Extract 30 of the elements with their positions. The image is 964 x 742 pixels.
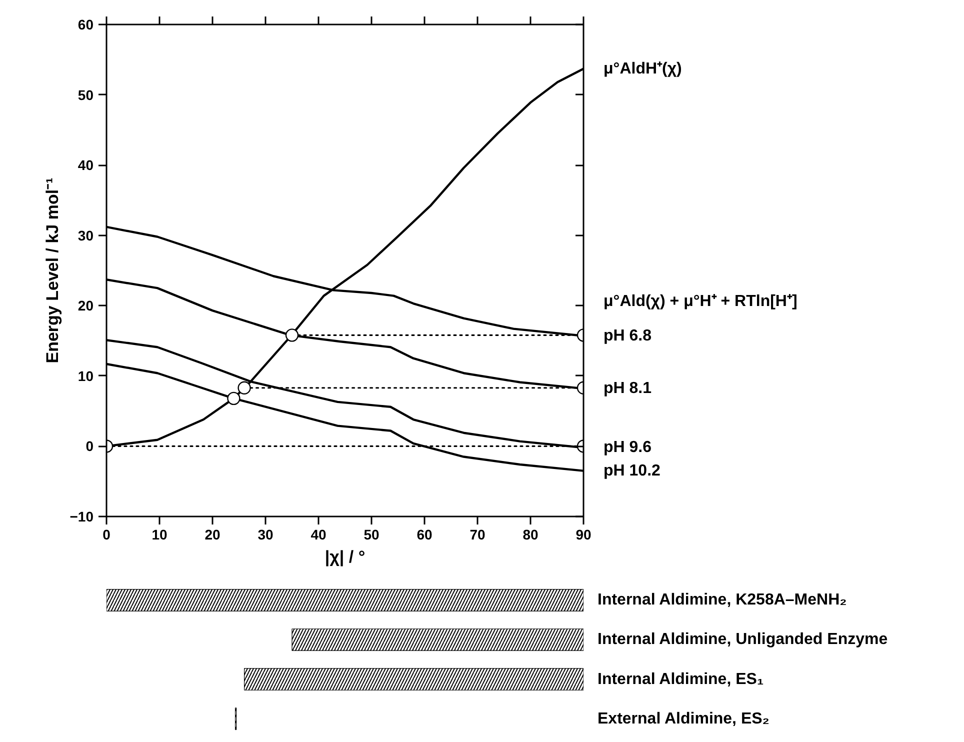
x-tick-label: 40: [310, 526, 326, 542]
x-tick-label: 30: [258, 526, 274, 542]
x-tick-label: 0: [102, 526, 111, 542]
y-tick-label: 30: [78, 227, 94, 244]
x-tick-label: 50: [364, 526, 380, 542]
x-tick-label: 70: [470, 526, 486, 542]
y-tick-label: Internal Aldimine, K258A–MeNH₂: [598, 592, 847, 609]
x-tick-label: 10: [152, 526, 168, 542]
y-tick-label: 20: [78, 298, 94, 314]
y-tick-label: 50: [78, 86, 94, 103]
x-tick-label: 90: [576, 526, 592, 542]
text: μ°Ald(χ) + μ°H⁺ + RTln[H⁺]: [604, 292, 798, 310]
y-tick-label: 10: [78, 368, 94, 384]
y-tick-label: 60: [78, 16, 94, 32]
series-label: pH 6.8: [604, 327, 652, 344]
x-tick-label: 20: [204, 526, 220, 542]
y-tick-label: −10: [70, 508, 94, 524]
y-tick-label: 40: [78, 157, 94, 174]
series-label: pH 8.1: [604, 380, 652, 398]
series-label: pH 10.2: [604, 462, 661, 480]
x-axis-title: |χ| / °: [324, 548, 366, 566]
y-tick-label: 0: [86, 438, 94, 454]
x-tick-label: 60: [416, 526, 432, 542]
y-tick-label: External Aldimine, ES₂: [598, 710, 770, 728]
y-axis-title: Energy Level / kJ mol⁻¹: [42, 177, 62, 364]
y-tick-label: Internal Aldimine, ES₁: [598, 670, 764, 688]
legend-label: pH 9.6: [604, 439, 652, 456]
x-tick-label: 80: [522, 526, 538, 542]
series-label: μ°AldH⁺(χ): [604, 60, 682, 78]
y-tick-label: Internal Aldimine, Unliganded Enzyme: [598, 631, 888, 648]
